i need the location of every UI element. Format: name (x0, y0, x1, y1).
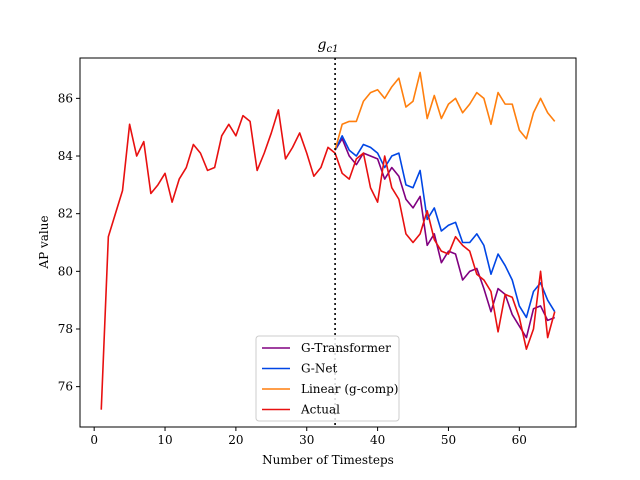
x-tick-label: 20 (228, 433, 243, 447)
y-axis-label: AP value (37, 215, 51, 269)
series-line-linear-g-comp (334, 71, 556, 151)
x-tick-label: 60 (512, 433, 527, 447)
y-tick-label: 82 (58, 207, 73, 221)
y-tick-label: 76 (58, 380, 73, 394)
axis-ticks: 0 10 20 30 40 50 60 76 78 80 82 84 86 (58, 91, 527, 447)
legend-label: G-Net (301, 362, 337, 376)
series-line-g-transformer (334, 137, 556, 339)
legend-label: Linear (g-comp) (301, 382, 398, 396)
series-line-g-net (334, 135, 556, 319)
x-tick-label: 10 (157, 433, 172, 447)
plot-frame (79, 57, 577, 428)
series-line-actual (100, 109, 556, 410)
y-tick-label: 80 (58, 264, 73, 278)
x-tick-label: 50 (441, 433, 456, 447)
legend-box (255, 335, 400, 422)
x-tick-label: 0 (90, 433, 98, 447)
y-tick-label: 86 (58, 91, 73, 105)
y-tick-label: 84 (58, 149, 74, 163)
legend: G-Transformer G-Net Linear (g-comp) Actual (255, 335, 400, 422)
x-tick-label: 40 (370, 433, 385, 447)
legend-label: G-Transformer (301, 341, 391, 355)
legend-entries: G-Transformer G-Net Linear (g-comp) Actual (262, 341, 398, 417)
legend-label: Actual (300, 403, 340, 417)
y-tick-label: 78 (58, 322, 73, 336)
x-tick-label: 30 (299, 433, 314, 447)
chart-title: gc1 (318, 37, 339, 55)
x-axis-label: Number of Timesteps (262, 453, 394, 467)
series-layer (100, 71, 556, 410)
